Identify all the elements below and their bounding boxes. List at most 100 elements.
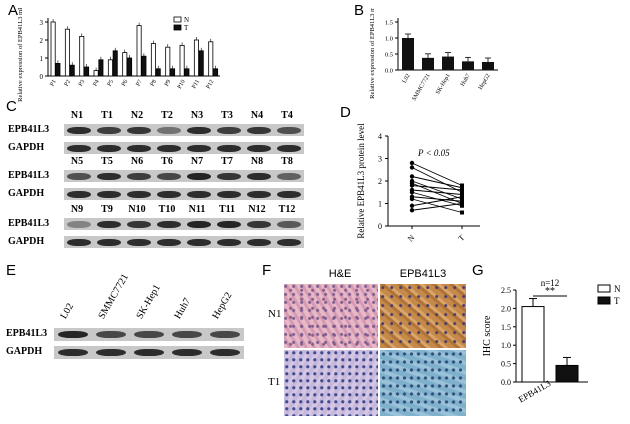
blot-c-band [247, 173, 271, 180]
chart-a-xtick-label: P11 [191, 79, 201, 90]
blot-c-band [127, 221, 151, 228]
chart-d-annotation: P < 0.05 [417, 148, 450, 158]
blot-c-lane-label: N8 [250, 156, 264, 167]
chart-a-bar-t [127, 57, 133, 77]
chart-b-xtick-label: Huh7 [460, 73, 472, 88]
chart-d-point-n [409, 208, 415, 213]
chart-g-ytick-label: 2.5 [501, 286, 511, 295]
blot-c-band [187, 221, 211, 228]
western-blot-c: N1 T1 N2 T2 N3 T3 N4 T4 EPB41L3 GAPDH N5 T5 N6 T6 N7 T7… [6, 108, 311, 248]
blot-c-control-label: GAPDH [8, 236, 45, 247]
blot-c-band [67, 221, 91, 228]
blot-c-band [157, 221, 181, 228]
chart-d-ytick-label: 4 [378, 132, 382, 141]
chart-b-xtick-label: SK-Hep1 [435, 73, 452, 96]
chart-a-bar-t [213, 68, 219, 77]
chart-b-ylabel: Relative expression of EPB41L3 mRNA [369, 8, 376, 99]
blot-c-lane-label: N5 [70, 156, 84, 167]
blot-c-lane-label: T4 [281, 110, 293, 121]
chart-g-ytick-label: 2.0 [501, 304, 511, 313]
chart-b-bar [402, 38, 414, 70]
chart-a-bar-t [155, 68, 161, 77]
chart-a-xtick-label: P10 [177, 79, 187, 90]
panel-letter-d: D [340, 104, 351, 121]
ihc-col-epb41l3: EPB41L3 [399, 268, 447, 280]
chart-b-cellline-mrna: Relative expression of EPB41L3 mRNA 0.0 0.… [369, 8, 498, 102]
blot-c-lane-label: N1 [70, 110, 84, 121]
chart-b-bar [442, 56, 454, 70]
blot-c-lane-label: T5 [101, 156, 113, 167]
blot-c-strip [64, 124, 304, 136]
chart-b-bar [462, 61, 474, 70]
chart-g-ytick-label: 1.0 [501, 341, 511, 350]
chart-d-pair-line [411, 180, 463, 200]
ihc-image-t1-epb41l3 [380, 350, 466, 416]
chart-d-point-n [409, 174, 415, 179]
chart-a-bar-n [208, 41, 214, 77]
chart-a-bar-t [84, 66, 90, 77]
chart-a-xtick-label: P6 [121, 79, 129, 87]
blot-c-band [127, 239, 151, 246]
chart-b-ytick-label: 1.5 [385, 20, 393, 27]
blot-c-lane-label: N6 [130, 156, 144, 167]
ihc-image-t1-he [284, 350, 378, 416]
chart-d-point-t [460, 199, 464, 204]
blot-e-target-label: EPB41L3 [6, 328, 48, 339]
blot-c-lane-label: T1 [101, 110, 113, 121]
chart-a-bar-n [193, 39, 199, 77]
blot-c-band [67, 191, 91, 198]
blot-c-band [277, 173, 301, 180]
panel-letter-g: G [472, 262, 484, 279]
chart-a-ytick-label: 1 [40, 55, 44, 63]
chart-b-xtick-label: HepG2 [478, 73, 492, 91]
chart-d-point-t [460, 190, 464, 195]
chart-a-xtick-label: P12 [206, 79, 216, 90]
chart-a-bar-n [50, 21, 56, 77]
chart-a-bar-t [112, 50, 118, 77]
blot-c-band [67, 173, 91, 180]
chart-a-bar-t [55, 63, 61, 77]
blot-e-band [58, 331, 88, 338]
blot-c-target-label: EPB41L3 [8, 218, 50, 229]
ihc-image-n1-epb41l3 [380, 284, 466, 348]
blot-c-band [157, 127, 181, 134]
chart-a-legend-swatch [173, 16, 182, 23]
chart-g-title: n=12 [541, 278, 560, 288]
chart-d-point-n [409, 203, 415, 208]
blot-e-lane-label: HepG2 [210, 290, 235, 321]
blot-c-band [97, 239, 121, 246]
blot-e-band [172, 349, 202, 356]
chart-d-point-t [460, 185, 464, 190]
blot-c-lane-label: N2 [130, 110, 144, 121]
chart-a-bar-n [64, 28, 70, 77]
chart-d-point-n [409, 165, 415, 170]
chart-d-xtick-label: N [406, 233, 417, 244]
blot-c-band [127, 173, 151, 180]
chart-d-point-t [460, 210, 464, 215]
chart-b-xtick-label: L02 [402, 73, 412, 84]
blot-c-band [97, 127, 121, 134]
blot-e-band [96, 331, 126, 338]
chart-g-legend-label: N [614, 284, 621, 294]
blot-e-control-label: GAPDH [6, 346, 43, 357]
blot-e-lane-label: SK-Hep1 [134, 282, 163, 321]
chart-a-xtick-label: P4 [92, 79, 100, 87]
blot-c-band [157, 173, 181, 180]
blot-c-band [97, 191, 121, 198]
ihc-col-he: H&E [328, 268, 352, 280]
chart-d-point-n [409, 183, 415, 188]
panel-letter-b: B [354, 2, 365, 19]
chart-d-ylabel: Relative EPB41L3 protein level [356, 123, 366, 239]
panel-letter-e: E [6, 262, 17, 279]
blot-c-lane-label: T10 [158, 204, 176, 215]
chart-d-point-t [460, 188, 464, 192]
blot-c-band [187, 145, 211, 152]
blot-c-band [247, 221, 271, 228]
chart-a-legend-label: T [184, 24, 189, 32]
chart-b-ytick-label: 0.0 [385, 68, 393, 75]
chart-a-bar-n [107, 59, 113, 77]
panel-letter-a: A [8, 2, 19, 19]
blot-e-band [134, 331, 164, 338]
blot-c-target-label: EPB41L3 [8, 124, 50, 135]
blot-c-lane-label: N3 [190, 110, 204, 121]
